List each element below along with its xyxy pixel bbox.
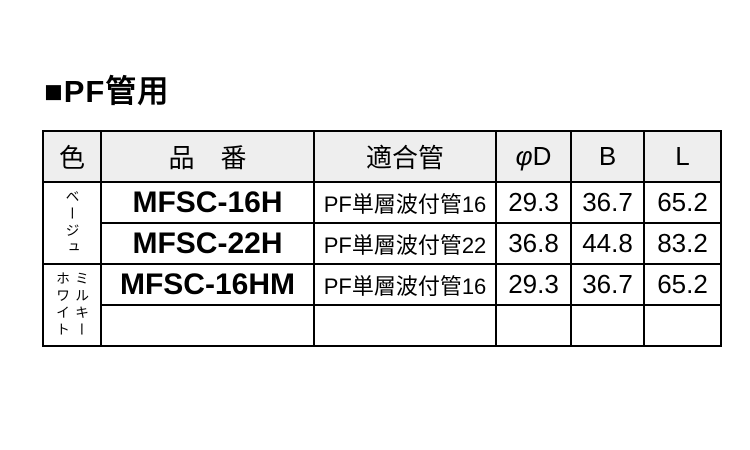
- dim-phid: 29.3: [495, 181, 572, 224]
- col-header-color: 色: [42, 130, 102, 183]
- dim-phid: 36.8: [495, 222, 572, 265]
- col-header-b: B: [570, 130, 645, 183]
- phi-symbol: φ: [515, 141, 533, 171]
- color-label-milky-white: ミルキー ホワイト: [42, 263, 102, 347]
- dim-b: 36.7: [570, 263, 645, 306]
- compatible-pipe: PF単層波付管22: [313, 222, 497, 265]
- product-code: MFSC-22H: [100, 222, 315, 265]
- dim-l: 65.2: [643, 181, 722, 224]
- compatible-pipe: [313, 304, 497, 347]
- color-label-beige-text: ベージュ: [64, 189, 81, 257]
- product-code: MFSC-16H: [100, 181, 315, 224]
- table-row: ベージュ MFSC-16H PF単層波付管16 29.3 36.7 65.2: [42, 181, 722, 265]
- color-label-milky-white-line1: ミルキー: [74, 271, 90, 339]
- col-header-l: L: [643, 130, 722, 183]
- color-label-milky-white-line2: ホワイト: [55, 271, 71, 339]
- dim-b: [570, 304, 645, 347]
- dim-l: 83.2: [643, 222, 722, 265]
- col-header-pipe: 適合管: [313, 130, 497, 183]
- col-header-model: 品 番: [100, 130, 315, 183]
- product-code: MFSC-16HM: [100, 263, 315, 306]
- table-row-empty: [43, 304, 722, 347]
- color-label-beige: ベージュ: [42, 181, 102, 265]
- table-row: MFSC-22H PF単層波付管22 36.8 44.8 83.2: [43, 222, 722, 265]
- phid-letter: D: [532, 141, 552, 171]
- section-title: ■PF管用: [44, 74, 170, 109]
- dim-phid: 29.3: [495, 263, 572, 306]
- dim-b: 44.8: [570, 222, 645, 265]
- compatible-pipe: PF単層波付管16: [313, 263, 497, 306]
- dim-phid: [495, 304, 572, 347]
- dim-l: [643, 304, 722, 347]
- product-code: [100, 304, 315, 347]
- dim-b: 36.7: [570, 181, 645, 224]
- table-header-row: 色 品 番 適合管 φD B L: [42, 130, 722, 183]
- dim-l: 65.2: [643, 263, 722, 306]
- table-row: ミルキー ホワイト MFSC-16HM PF単層波付管16 29.3 36.7 …: [42, 263, 722, 347]
- compatible-pipe: PF単層波付管16: [313, 181, 497, 224]
- color-label-milky-white-text: ミルキー ホワイト: [53, 271, 91, 339]
- spec-table: 色 品 番 適合管 φD B L ベージュ MFSC-16H PF単層波付管16…: [42, 130, 722, 347]
- col-header-phid: φD: [495, 130, 572, 183]
